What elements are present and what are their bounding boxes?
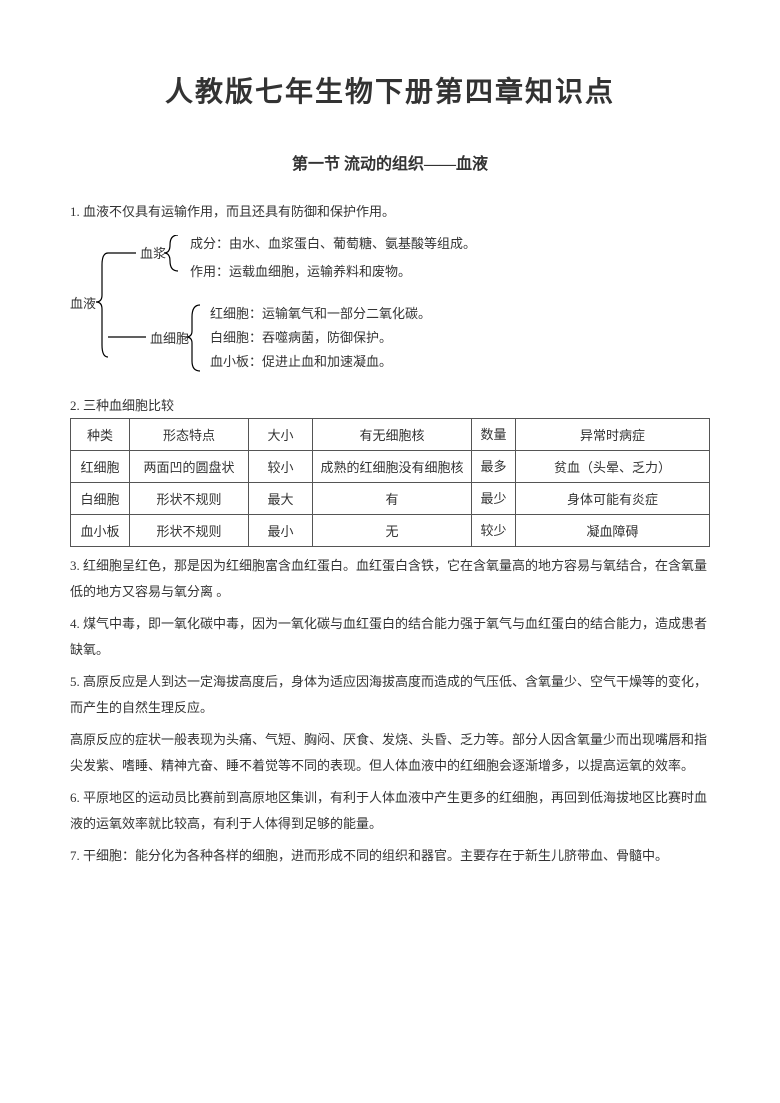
cell: 无	[313, 515, 472, 547]
cell: 较少	[472, 515, 516, 547]
cell: 身体可能有炎症	[516, 483, 710, 515]
table-title: 2. 三种血细胞比较	[70, 395, 710, 414]
diagram-blood: 血液	[70, 295, 96, 313]
th-type: 种类	[71, 419, 130, 451]
diagram-cells: 血细胞	[150, 330, 189, 348]
cell: 贫血（头晕、乏力）	[516, 451, 710, 483]
table-header-row: 种类 形态特点 大小 有无细胞核 数量 异常时病症	[71, 419, 710, 451]
diagram-plasma: 血浆	[140, 245, 166, 263]
cell: 红细胞	[71, 451, 130, 483]
diagram-plasma-lines: 成分：由水、血浆蛋白、葡萄糖、氨基酸等组成。 作用：运载血细胞，运输养料和废物。	[190, 235, 476, 281]
cell: 较小	[249, 451, 313, 483]
section-title: 第一节 流动的组织——血液	[70, 150, 710, 174]
wbc-line: 白细胞：吞噬病菌，防御保护。	[210, 329, 431, 347]
paragraph-1: 1. 血液不仅具有运输作用，而且还具有防御和保护作用。	[70, 199, 710, 225]
paragraph-4: 4. 煤气中毒，即一氧化碳中毒，因为一氧化碳与血红蛋白的结合能力强于氧气与血红蛋…	[70, 611, 710, 663]
th-quantity: 数量	[472, 419, 516, 451]
blood-diagram: 血液 血浆 成分：由水、血浆蛋白、葡萄糖、氨基酸等组成。 作用：运载血细胞，运输…	[70, 235, 710, 385]
cell: 血小板	[71, 515, 130, 547]
diagram-cells-lines: 红细胞：运输氧气和一部分二氧化碳。 白细胞：吞噬病菌，防御保护。 血小板：促进止…	[210, 305, 431, 378]
cell: 成熟的红细胞没有细胞核	[313, 451, 472, 483]
th-nucleus: 有无细胞核	[313, 419, 472, 451]
cell: 最小	[249, 515, 313, 547]
cell: 最多	[472, 451, 516, 483]
rbc-line: 红细胞：运输氧气和一部分二氧化碳。	[210, 305, 431, 323]
main-title: 人教版七年生物下册第四章知识点	[70, 70, 710, 110]
th-size: 大小	[249, 419, 313, 451]
table-row: 红细胞 两面凹的圆盘状 较小 成熟的红细胞没有细胞核 最多 贫血（头晕、乏力）	[71, 451, 710, 483]
cell: 两面凹的圆盘状	[130, 451, 249, 483]
paragraph-7: 7. 干细胞：能分化为各种各样的细胞，进而形成不同的组织和器官。主要存在于新生儿…	[70, 843, 710, 869]
plt-line: 血小板：促进止血和加速凝血。	[210, 353, 431, 371]
cell: 形状不规则	[130, 483, 249, 515]
cell: 最大	[249, 483, 313, 515]
th-shape: 形态特点	[130, 419, 249, 451]
plasma-function: 作用：运载血细胞，运输养料和废物。	[190, 263, 476, 281]
cell: 最少	[472, 483, 516, 515]
table-row: 血小板 形状不规则 最小 无 较少 凝血障碍	[71, 515, 710, 547]
document-page: 人教版七年生物下册第四章知识点 第一节 流动的组织——血液 1. 血液不仅具有运…	[0, 0, 780, 925]
table-row: 白细胞 形状不规则 最大 有 最少 身体可能有炎症	[71, 483, 710, 515]
paragraph-3: 3. 红细胞呈红色，那是因为红细胞富含血红蛋白。血红蛋白含铁，它在含氧量高的地方…	[70, 553, 710, 605]
paragraph-6: 6. 平原地区的运动员比赛前到高原地区集训，有利于人体血液中产生更多的红细胞，再…	[70, 785, 710, 837]
cell: 白细胞	[71, 483, 130, 515]
cell: 形状不规则	[130, 515, 249, 547]
paragraph-5: 5. 高原反应是人到达一定海拔高度后，身体为适应因海拔高度而造成的气压低、含氧量…	[70, 669, 710, 721]
plasma-composition: 成分：由水、血浆蛋白、葡萄糖、氨基酸等组成。	[190, 235, 476, 253]
cell: 凝血障碍	[516, 515, 710, 547]
th-disease: 异常时病症	[516, 419, 710, 451]
blood-cell-table: 种类 形态特点 大小 有无细胞核 数量 异常时病症 红细胞 两面凹的圆盘状 较小…	[70, 418, 710, 547]
paragraph-5b: 高原反应的症状一般表现为头痛、气短、胸闷、厌食、发烧、头昏、乏力等。部分人因含氧…	[70, 727, 710, 779]
cell: 有	[313, 483, 472, 515]
